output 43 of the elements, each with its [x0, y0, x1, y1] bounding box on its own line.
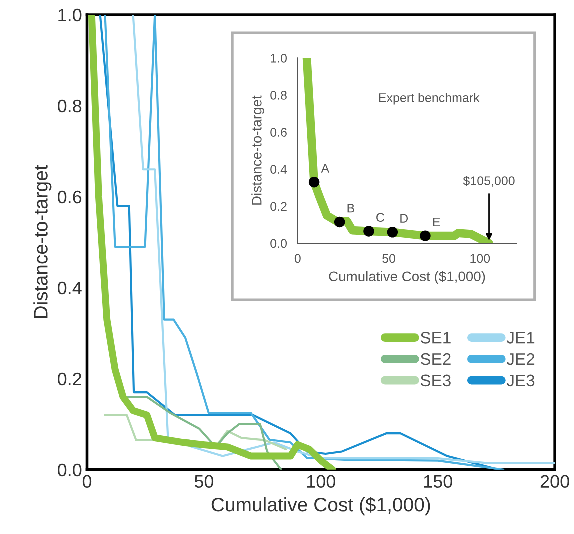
- x-tick-label: 50: [382, 254, 396, 264]
- legend-label: JE3: [506, 374, 535, 387]
- x-tick-label: 150: [424, 475, 452, 488]
- point: [420, 230, 431, 242]
- y-tick-label: 1.0: [58, 8, 82, 22]
- point: [334, 216, 346, 228]
- x-tick-label: 50: [194, 475, 214, 488]
- y-axis-title: Distance-to-target: [34, 165, 52, 318]
- annotation: C: [376, 213, 384, 222]
- y-tick-label: 0.8: [270, 91, 287, 100]
- legend-label: JE2: [506, 353, 535, 366]
- y-tick-label: 0.6: [58, 190, 82, 204]
- y-tick-label: 0.2: [58, 372, 82, 386]
- y-tick-label: 0.8: [58, 100, 82, 113]
- x-tick-label: 100: [307, 475, 336, 488]
- y-axis-title: Distance-to-target: [252, 96, 265, 205]
- annotation: A: [321, 164, 330, 173]
- annotation: D: [400, 214, 408, 223]
- x-axis-title: Cumulative Cost ($1,000): [329, 271, 486, 284]
- point: [364, 226, 374, 237]
- x-tick-label: 200: [540, 475, 570, 488]
- annotation: B: [348, 204, 354, 213]
- y-tick-label: 0.2: [270, 202, 287, 212]
- point: [308, 176, 320, 188]
- y-tick-label: 0.6: [270, 128, 287, 137]
- x-tick-label: 0: [82, 475, 92, 488]
- point: [387, 227, 398, 238]
- y-tick-label: 0.4: [58, 282, 82, 295]
- y-tick-label: 1.0: [271, 54, 287, 63]
- legend-label: JE1: [506, 332, 535, 344]
- annotation: E: [433, 218, 440, 227]
- legend-label: SE2: [420, 353, 451, 366]
- line-series: [132, 14, 556, 464]
- y-tick-label: 0.4: [270, 165, 288, 174]
- y-tick-label: 0.0: [270, 239, 287, 248]
- x-tick-label: 100: [470, 254, 490, 264]
- annotation: Expert benchmark: [379, 93, 480, 105]
- legend-label: SE1: [420, 332, 451, 344]
- y-tick-label: 0.0: [58, 464, 82, 477]
- annotation: $105,000: [463, 176, 515, 187]
- legend-label: SE3: [420, 374, 451, 387]
- x-axis-title: Cumulative Cost ($1,000): [212, 497, 430, 516]
- x-tick-label: 0: [294, 254, 301, 264]
